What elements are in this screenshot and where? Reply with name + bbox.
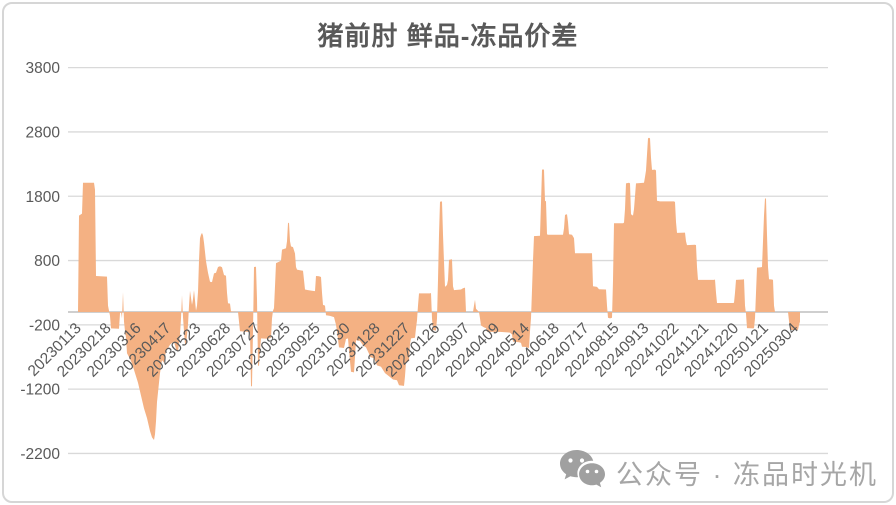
y-axis-tick-label: 1800 [26,189,61,206]
y-axis-tick-label: -1200 [20,382,60,399]
y-axis-tick-label: 3800 [26,60,61,77]
y-axis-tick-label: -2200 [20,446,60,463]
watermark-text: 公众号 · 冻品时光机 [616,460,878,490]
watermark: 公众号 · 冻品时光机 [558,448,878,497]
price-gap-area-series [68,137,800,440]
y-axis-tick-label: 2800 [26,124,61,141]
chart-title: 猪前肘 鲜品-冻品价差 [317,21,579,51]
y-axis-tick-label: -200 [29,317,60,334]
wechat-icon [558,448,606,497]
y-axis-tick-label: 800 [34,253,60,270]
